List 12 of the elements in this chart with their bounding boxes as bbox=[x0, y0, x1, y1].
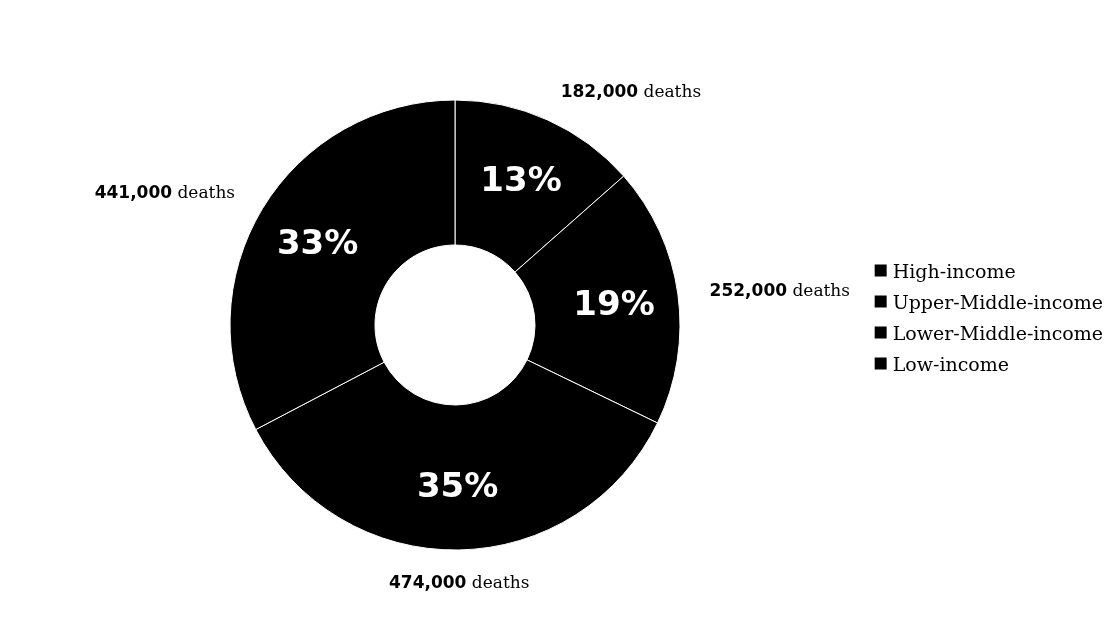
data-label: 474,000 deaths bbox=[388, 571, 530, 592]
data-label: 252,000 deaths bbox=[709, 280, 851, 301]
text: 19% bbox=[573, 283, 655, 324]
legend-label: Low-income bbox=[892, 352, 1010, 375]
data-label: 182,000 deaths bbox=[560, 80, 702, 101]
data-label: 441,000 deaths bbox=[94, 182, 236, 203]
legend-label: High-income bbox=[892, 259, 1016, 282]
legend-label: Upper-Middle-income bbox=[892, 290, 1104, 313]
text: 13% bbox=[480, 158, 562, 199]
text: 35% bbox=[416, 465, 499, 506]
legend-label: Lower-Middle-income bbox=[892, 321, 1103, 344]
text: 33% bbox=[276, 221, 359, 262]
